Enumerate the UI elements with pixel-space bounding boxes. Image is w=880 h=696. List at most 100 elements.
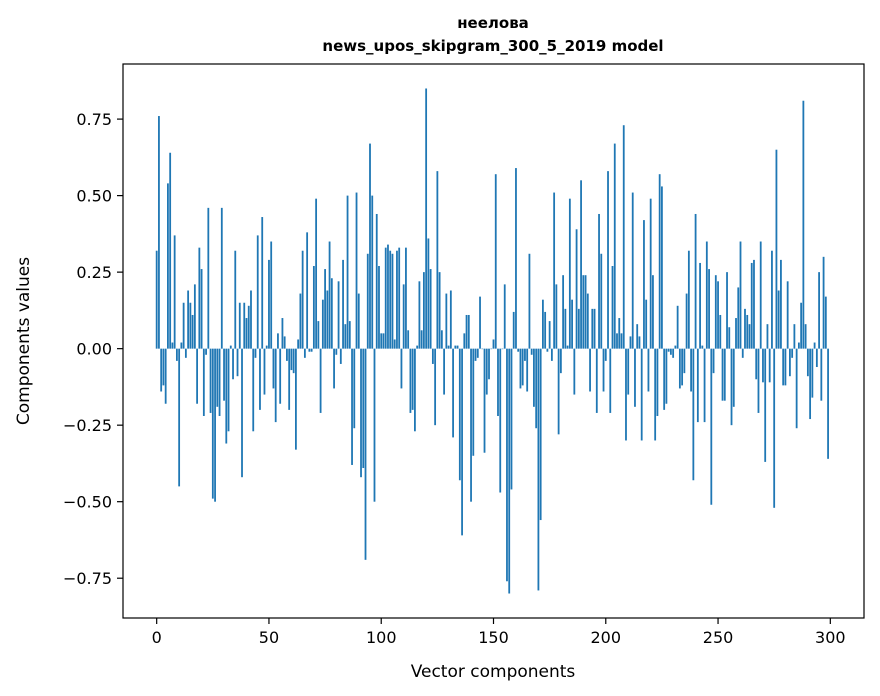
bar-263	[746, 314, 749, 349]
bar-225	[661, 186, 663, 349]
bar-90	[357, 293, 360, 349]
bar-214	[636, 324, 639, 349]
bar-13	[184, 348, 187, 358]
bar-197	[598, 213, 600, 349]
bar-285	[795, 348, 798, 429]
bar-165	[526, 348, 529, 392]
bar-32	[227, 348, 230, 432]
x-axis-label: Vector components	[411, 662, 576, 682]
bar-98	[375, 213, 378, 349]
bar-160	[515, 168, 517, 349]
bar-247	[710, 348, 713, 505]
bar-241	[696, 348, 699, 423]
x-tick-label-250: 250	[703, 628, 734, 647]
bar-274	[771, 250, 773, 349]
bar-264	[748, 324, 751, 349]
bar-0	[155, 250, 158, 349]
bar-189	[580, 180, 582, 349]
bar-128	[443, 348, 445, 395]
bar-144	[479, 296, 481, 349]
bar-226	[663, 348, 666, 410]
x-axis-ticks: 0 50 100 150 200 250 300	[152, 618, 846, 647]
bar-26	[214, 348, 216, 502]
bar-296	[820, 348, 823, 401]
bar-5	[167, 183, 169, 349]
bar-146	[483, 348, 486, 453]
bar-30	[223, 348, 225, 401]
bar-233	[678, 348, 681, 389]
bar-156	[506, 348, 508, 582]
bar-24	[209, 348, 212, 413]
bar-31	[225, 348, 228, 444]
bar-139	[467, 314, 470, 349]
bar-41	[247, 305, 250, 349]
bar-235	[683, 348, 686, 374]
bar-282	[789, 348, 791, 377]
bar-170	[537, 348, 540, 591]
bar-177	[553, 192, 556, 349]
bar-56	[281, 318, 284, 349]
chart-title-line-1: неелова	[457, 14, 529, 32]
plot-frame	[122, 63, 865, 619]
bar-286	[797, 342, 800, 349]
bar-103	[387, 244, 389, 349]
bar-126	[438, 272, 441, 349]
bar-22	[205, 348, 207, 355]
bar-3	[162, 348, 165, 386]
bar-75	[324, 269, 326, 349]
bar-96	[371, 195, 374, 349]
bar-64	[299, 293, 302, 349]
bar-288	[802, 100, 805, 349]
bar-179	[557, 348, 560, 435]
bar-63	[297, 339, 300, 349]
bar-201	[607, 171, 609, 349]
bar-240	[694, 213, 697, 349]
bar-15	[189, 302, 192, 349]
bar-299	[827, 348, 829, 459]
bar-10	[178, 348, 181, 487]
bar-198	[600, 253, 603, 349]
bar-292	[811, 348, 814, 398]
bar-125	[436, 171, 439, 349]
bar-99	[378, 266, 380, 349]
bar-169	[535, 348, 538, 429]
bar-43	[252, 348, 255, 432]
bar-69	[310, 348, 313, 352]
bar-45	[256, 235, 259, 349]
bar-1	[158, 116, 160, 349]
bar-249	[714, 275, 717, 349]
bar-20	[200, 269, 203, 349]
bar-182	[564, 308, 567, 349]
bar-237	[687, 250, 690, 349]
bar-194	[591, 308, 594, 349]
bar-53	[274, 348, 277, 423]
bar-76	[326, 290, 329, 349]
bar-262	[744, 308, 746, 349]
bar-50	[268, 259, 270, 349]
bar-231	[674, 345, 677, 349]
bar-145	[481, 348, 484, 350]
bar-9	[175, 348, 178, 361]
bar-138	[465, 314, 468, 349]
bar-73	[319, 348, 322, 413]
bar-164	[524, 348, 526, 361]
bar-78	[330, 278, 333, 349]
bar-207	[620, 333, 623, 349]
bar-267	[755, 348, 758, 380]
bar-158	[510, 348, 513, 490]
bar-266	[753, 259, 755, 349]
bar-163	[521, 348, 524, 386]
bar-80	[335, 348, 338, 355]
bar-46	[259, 348, 261, 410]
bar-234	[681, 348, 684, 386]
bar-258	[735, 318, 737, 349]
bar-114	[411, 348, 414, 410]
y-tick-label-5: 0.50	[76, 187, 112, 206]
bar-118	[420, 330, 423, 349]
bar-155	[503, 284, 506, 349]
bar-135	[458, 348, 461, 481]
bar-283	[791, 348, 794, 358]
bar-25	[211, 348, 214, 499]
bar-293	[813, 342, 816, 349]
bar-70	[312, 266, 315, 349]
